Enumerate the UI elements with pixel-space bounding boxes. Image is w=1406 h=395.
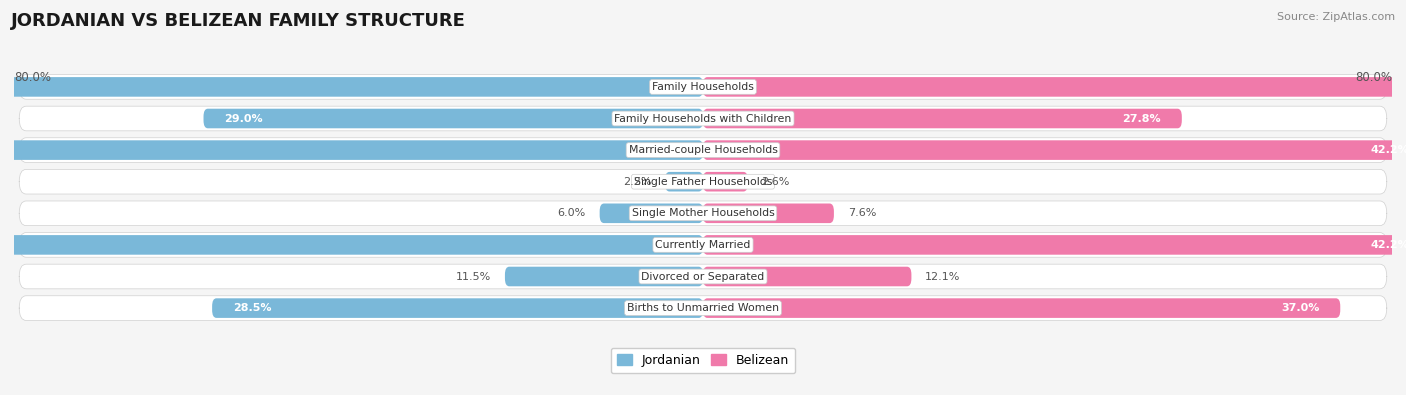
Text: Family Households with Children: Family Households with Children: [614, 113, 792, 124]
Text: 11.5%: 11.5%: [456, 271, 491, 282]
Text: 42.2%: 42.2%: [1371, 145, 1406, 155]
FancyBboxPatch shape: [505, 267, 703, 286]
FancyBboxPatch shape: [0, 235, 703, 255]
Text: 80.0%: 80.0%: [14, 71, 51, 84]
Legend: Jordanian, Belizean: Jordanian, Belizean: [610, 348, 796, 373]
Text: JORDANIAN VS BELIZEAN FAMILY STRUCTURE: JORDANIAN VS BELIZEAN FAMILY STRUCTURE: [11, 12, 467, 30]
Text: Married-couple Households: Married-couple Households: [628, 145, 778, 155]
Text: 37.0%: 37.0%: [1281, 303, 1320, 313]
Text: Single Father Households: Single Father Households: [634, 177, 772, 187]
Text: Currently Married: Currently Married: [655, 240, 751, 250]
FancyBboxPatch shape: [703, 109, 1182, 128]
Text: Births to Unmarried Women: Births to Unmarried Women: [627, 303, 779, 313]
FancyBboxPatch shape: [20, 233, 1386, 257]
Text: 6.0%: 6.0%: [558, 208, 586, 218]
Text: Source: ZipAtlas.com: Source: ZipAtlas.com: [1277, 12, 1395, 22]
Text: 80.0%: 80.0%: [1355, 71, 1392, 84]
FancyBboxPatch shape: [703, 235, 1406, 255]
Text: 29.0%: 29.0%: [224, 113, 263, 124]
Text: Divorced or Separated: Divorced or Separated: [641, 271, 765, 282]
Text: Single Mother Households: Single Mother Households: [631, 208, 775, 218]
FancyBboxPatch shape: [0, 77, 703, 97]
FancyBboxPatch shape: [20, 169, 1386, 194]
FancyBboxPatch shape: [599, 203, 703, 223]
FancyBboxPatch shape: [703, 140, 1406, 160]
FancyBboxPatch shape: [20, 106, 1386, 131]
FancyBboxPatch shape: [20, 75, 1386, 99]
FancyBboxPatch shape: [20, 201, 1386, 226]
FancyBboxPatch shape: [212, 298, 703, 318]
FancyBboxPatch shape: [703, 267, 911, 286]
FancyBboxPatch shape: [0, 140, 703, 160]
FancyBboxPatch shape: [665, 172, 703, 192]
Text: 2.2%: 2.2%: [623, 177, 651, 187]
FancyBboxPatch shape: [703, 172, 748, 192]
Text: 27.8%: 27.8%: [1122, 113, 1161, 124]
Text: 42.2%: 42.2%: [1371, 240, 1406, 250]
Text: 2.6%: 2.6%: [762, 177, 790, 187]
Text: Family Households: Family Households: [652, 82, 754, 92]
Text: 28.5%: 28.5%: [233, 303, 271, 313]
FancyBboxPatch shape: [20, 264, 1386, 289]
FancyBboxPatch shape: [703, 203, 834, 223]
FancyBboxPatch shape: [20, 296, 1386, 320]
Text: 12.1%: 12.1%: [925, 271, 960, 282]
FancyBboxPatch shape: [20, 138, 1386, 162]
Text: 7.6%: 7.6%: [848, 208, 876, 218]
FancyBboxPatch shape: [703, 77, 1406, 97]
FancyBboxPatch shape: [204, 109, 703, 128]
FancyBboxPatch shape: [703, 298, 1340, 318]
